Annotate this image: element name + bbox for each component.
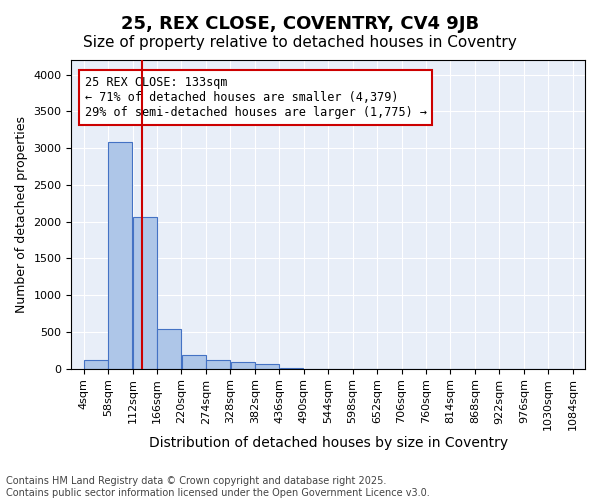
Bar bbox=[255, 364, 279, 368]
Bar bbox=[182, 356, 206, 368]
Text: 25, REX CLOSE, COVENTRY, CV4 9JB: 25, REX CLOSE, COVENTRY, CV4 9JB bbox=[121, 15, 479, 33]
Bar bbox=[133, 216, 157, 368]
X-axis label: Distribution of detached houses by size in Coventry: Distribution of detached houses by size … bbox=[149, 436, 508, 450]
Bar bbox=[84, 360, 108, 368]
Bar bbox=[206, 360, 230, 368]
Bar bbox=[157, 329, 181, 368]
Bar bbox=[230, 362, 254, 368]
Text: Contains HM Land Registry data © Crown copyright and database right 2025.
Contai: Contains HM Land Registry data © Crown c… bbox=[6, 476, 430, 498]
Bar bbox=[109, 142, 133, 368]
Text: Size of property relative to detached houses in Coventry: Size of property relative to detached ho… bbox=[83, 35, 517, 50]
Text: 25 REX CLOSE: 133sqm
← 71% of detached houses are smaller (4,379)
29% of semi-de: 25 REX CLOSE: 133sqm ← 71% of detached h… bbox=[85, 76, 427, 119]
Y-axis label: Number of detached properties: Number of detached properties bbox=[15, 116, 28, 313]
